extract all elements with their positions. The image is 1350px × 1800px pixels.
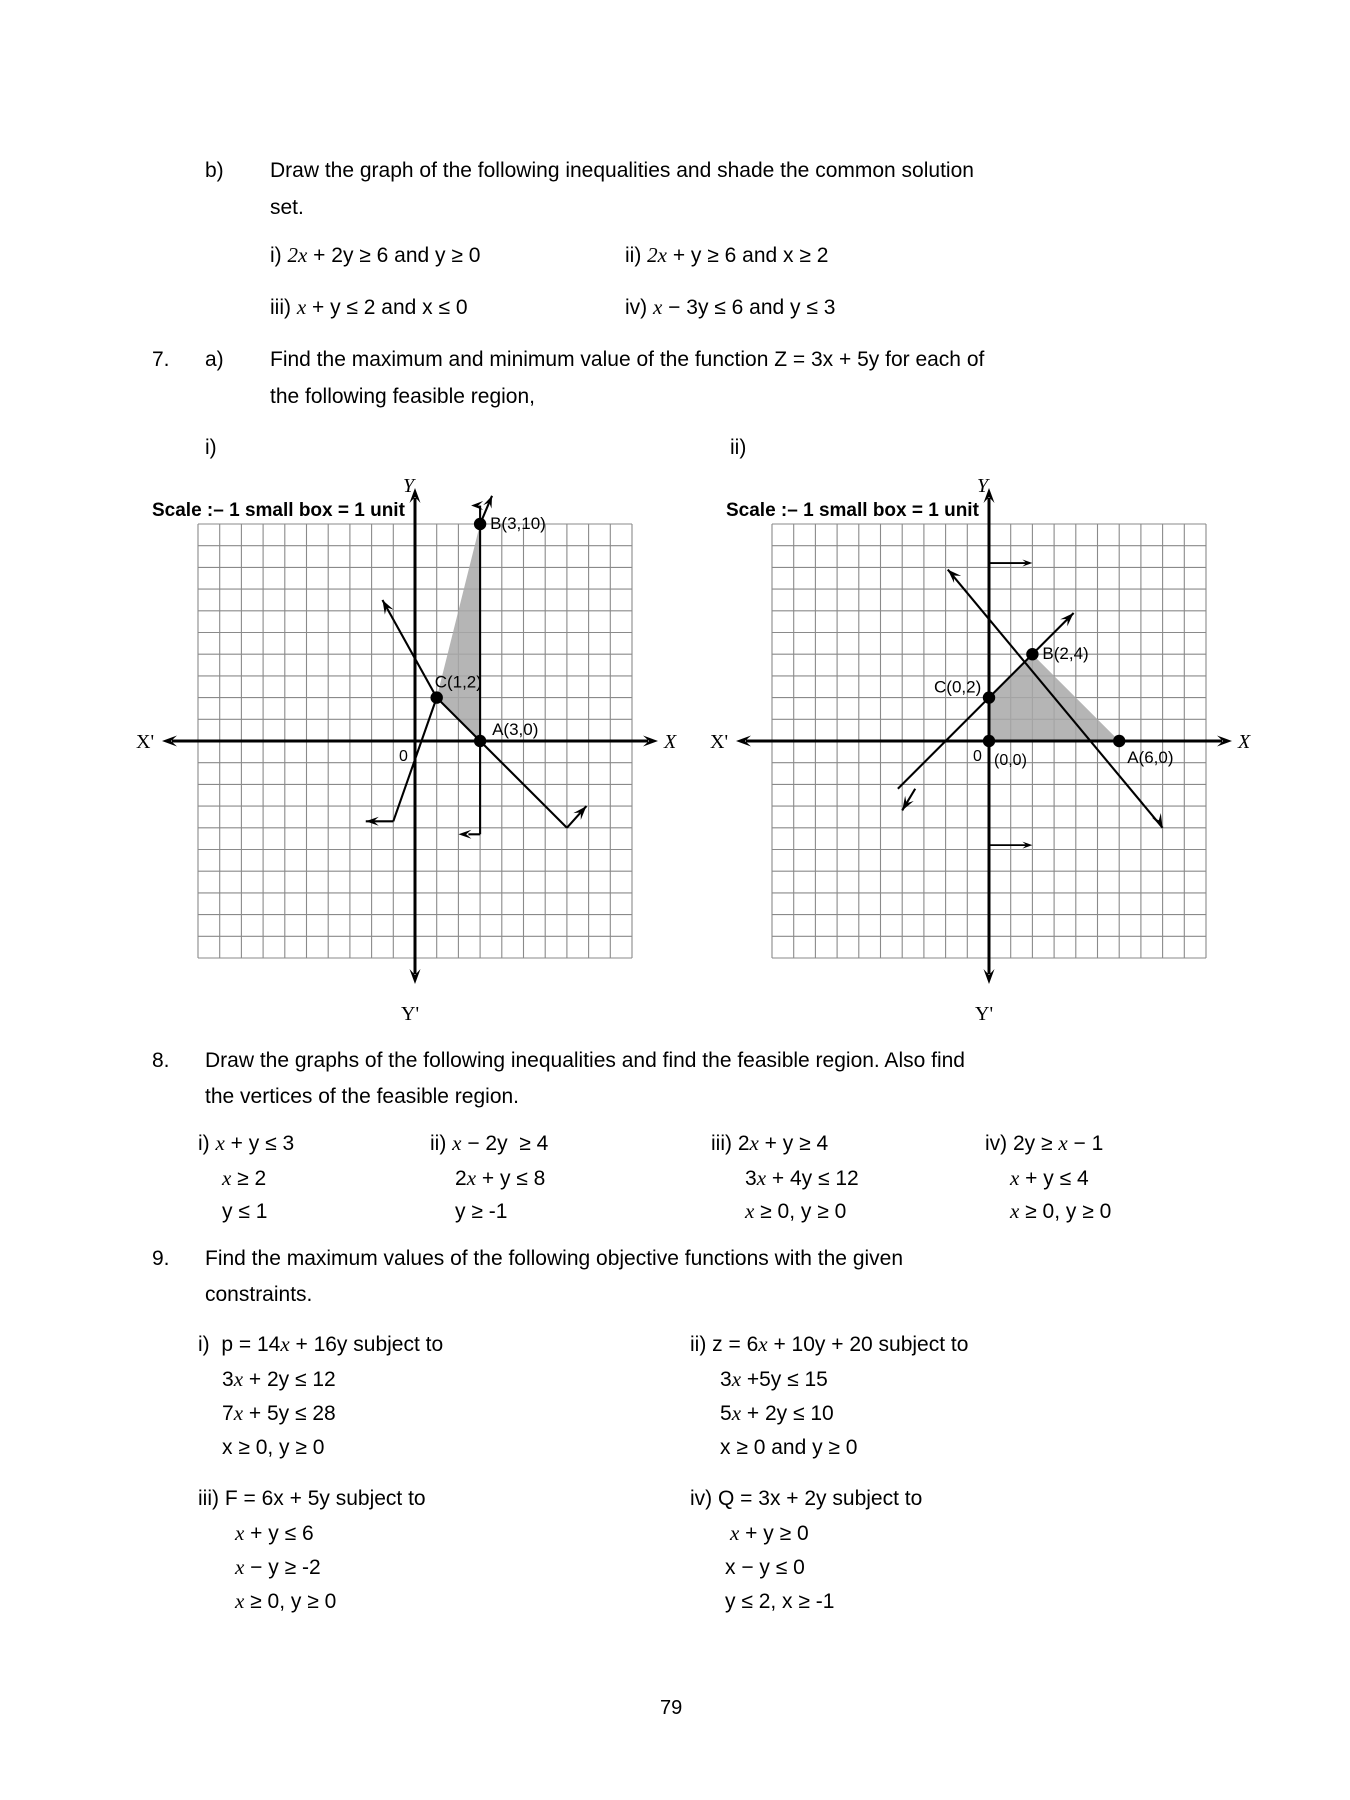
svg-text:A(6,0): A(6,0) [1127, 748, 1173, 767]
svg-text:Y: Y [403, 475, 416, 497]
svg-text:(0,0): (0,0) [994, 752, 1027, 769]
svg-text:0: 0 [399, 748, 408, 765]
svg-text:X: X [663, 731, 677, 753]
svg-text:A(3,0): A(3,0) [492, 720, 538, 739]
svg-text:X': X' [710, 731, 728, 753]
svg-text:B(2,4): B(2,4) [1042, 644, 1088, 663]
svg-text:Y: Y [977, 475, 990, 497]
svg-text:0: 0 [973, 748, 982, 765]
svg-text:X': X' [136, 731, 154, 753]
svg-text:B(3,10): B(3,10) [490, 514, 546, 533]
svg-text:C(1,2): C(1,2) [435, 673, 482, 692]
svg-text:Y': Y' [401, 1003, 419, 1025]
svg-text:Y': Y' [975, 1003, 993, 1025]
svg-text:X: X [1237, 731, 1251, 753]
svg-text:C(0,2): C(0,2) [934, 678, 981, 697]
